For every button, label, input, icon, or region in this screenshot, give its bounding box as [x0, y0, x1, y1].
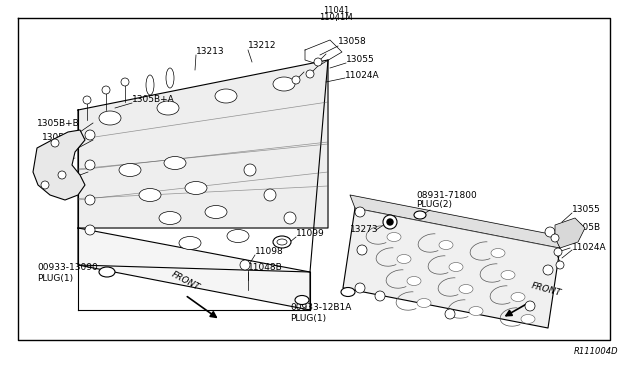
Circle shape [525, 301, 535, 311]
Text: 11041M: 11041M [319, 13, 353, 22]
Ellipse shape [273, 236, 291, 248]
Circle shape [355, 207, 365, 217]
Text: 1305B+A: 1305B+A [132, 96, 175, 105]
Ellipse shape [469, 307, 483, 315]
Text: 11048B: 11048B [248, 263, 283, 273]
Text: 13213: 13213 [196, 46, 225, 55]
Ellipse shape [521, 314, 535, 324]
Ellipse shape [99, 267, 115, 277]
Ellipse shape [227, 230, 249, 243]
Circle shape [306, 70, 314, 78]
Circle shape [375, 291, 385, 301]
Ellipse shape [273, 77, 295, 91]
Text: 11041: 11041 [323, 6, 349, 15]
Circle shape [264, 189, 276, 201]
Text: FRONT: FRONT [530, 281, 562, 298]
Ellipse shape [439, 241, 453, 250]
Ellipse shape [179, 237, 201, 250]
Circle shape [58, 171, 66, 179]
Circle shape [51, 139, 59, 147]
Circle shape [284, 212, 296, 224]
Text: 13058C: 13058C [42, 134, 77, 142]
Text: PLUG(1): PLUG(1) [37, 273, 73, 282]
Text: PLUG(2): PLUG(2) [416, 201, 452, 209]
Ellipse shape [407, 276, 421, 285]
Circle shape [357, 245, 367, 255]
Ellipse shape [397, 254, 411, 263]
Circle shape [445, 309, 455, 319]
Circle shape [556, 261, 564, 269]
Circle shape [551, 234, 559, 242]
Ellipse shape [341, 288, 355, 296]
Text: PLUG(1): PLUG(1) [290, 314, 326, 323]
Circle shape [85, 160, 95, 170]
Ellipse shape [164, 157, 186, 170]
Ellipse shape [139, 189, 161, 202]
Ellipse shape [215, 89, 237, 103]
Ellipse shape [459, 285, 473, 294]
Circle shape [383, 215, 397, 229]
Polygon shape [78, 60, 328, 228]
Circle shape [240, 260, 250, 270]
Polygon shape [555, 218, 585, 248]
Text: 00933-13090: 00933-13090 [37, 263, 98, 273]
Text: 11099: 11099 [296, 230, 324, 238]
Ellipse shape [501, 270, 515, 279]
Text: 1305B+B: 1305B+B [37, 119, 80, 128]
Circle shape [244, 164, 256, 176]
Circle shape [554, 248, 562, 256]
Ellipse shape [159, 212, 181, 224]
Text: 11024A: 11024A [345, 71, 380, 80]
Circle shape [83, 96, 91, 104]
Text: 13055: 13055 [572, 205, 601, 215]
Circle shape [121, 78, 129, 86]
Circle shape [543, 265, 553, 275]
Ellipse shape [295, 295, 309, 305]
Ellipse shape [205, 205, 227, 218]
Circle shape [355, 283, 365, 293]
Ellipse shape [417, 298, 431, 308]
Text: 08931-71800: 08931-71800 [416, 190, 477, 199]
Ellipse shape [99, 111, 121, 125]
Text: R111004D: R111004D [573, 347, 618, 356]
Polygon shape [343, 208, 560, 328]
Text: 13055: 13055 [346, 55, 375, 64]
Ellipse shape [119, 164, 141, 176]
Ellipse shape [449, 263, 463, 272]
Ellipse shape [157, 101, 179, 115]
Text: 1305B: 1305B [572, 224, 601, 232]
Text: FRONT: FRONT [170, 270, 202, 292]
Polygon shape [33, 130, 85, 200]
Polygon shape [78, 228, 310, 310]
Ellipse shape [185, 182, 207, 195]
Ellipse shape [277, 239, 287, 245]
Text: 11024A: 11024A [37, 167, 72, 176]
Ellipse shape [387, 232, 401, 241]
Text: 11024A: 11024A [572, 244, 607, 253]
Circle shape [85, 130, 95, 140]
Circle shape [102, 86, 110, 94]
Polygon shape [350, 195, 560, 248]
Circle shape [314, 58, 322, 66]
Circle shape [85, 225, 95, 235]
Ellipse shape [414, 211, 426, 219]
Circle shape [292, 76, 300, 84]
Circle shape [41, 181, 49, 189]
Text: 11098: 11098 [255, 247, 284, 257]
Text: 13273: 13273 [350, 225, 379, 234]
Ellipse shape [511, 292, 525, 301]
Text: 13058: 13058 [338, 38, 367, 46]
Text: 00933-12B1A: 00933-12B1A [290, 304, 351, 312]
Circle shape [387, 219, 393, 225]
Ellipse shape [146, 75, 154, 95]
Text: 13212: 13212 [248, 42, 276, 51]
Ellipse shape [491, 248, 505, 257]
Ellipse shape [166, 68, 174, 88]
Circle shape [85, 195, 95, 205]
Circle shape [545, 227, 555, 237]
